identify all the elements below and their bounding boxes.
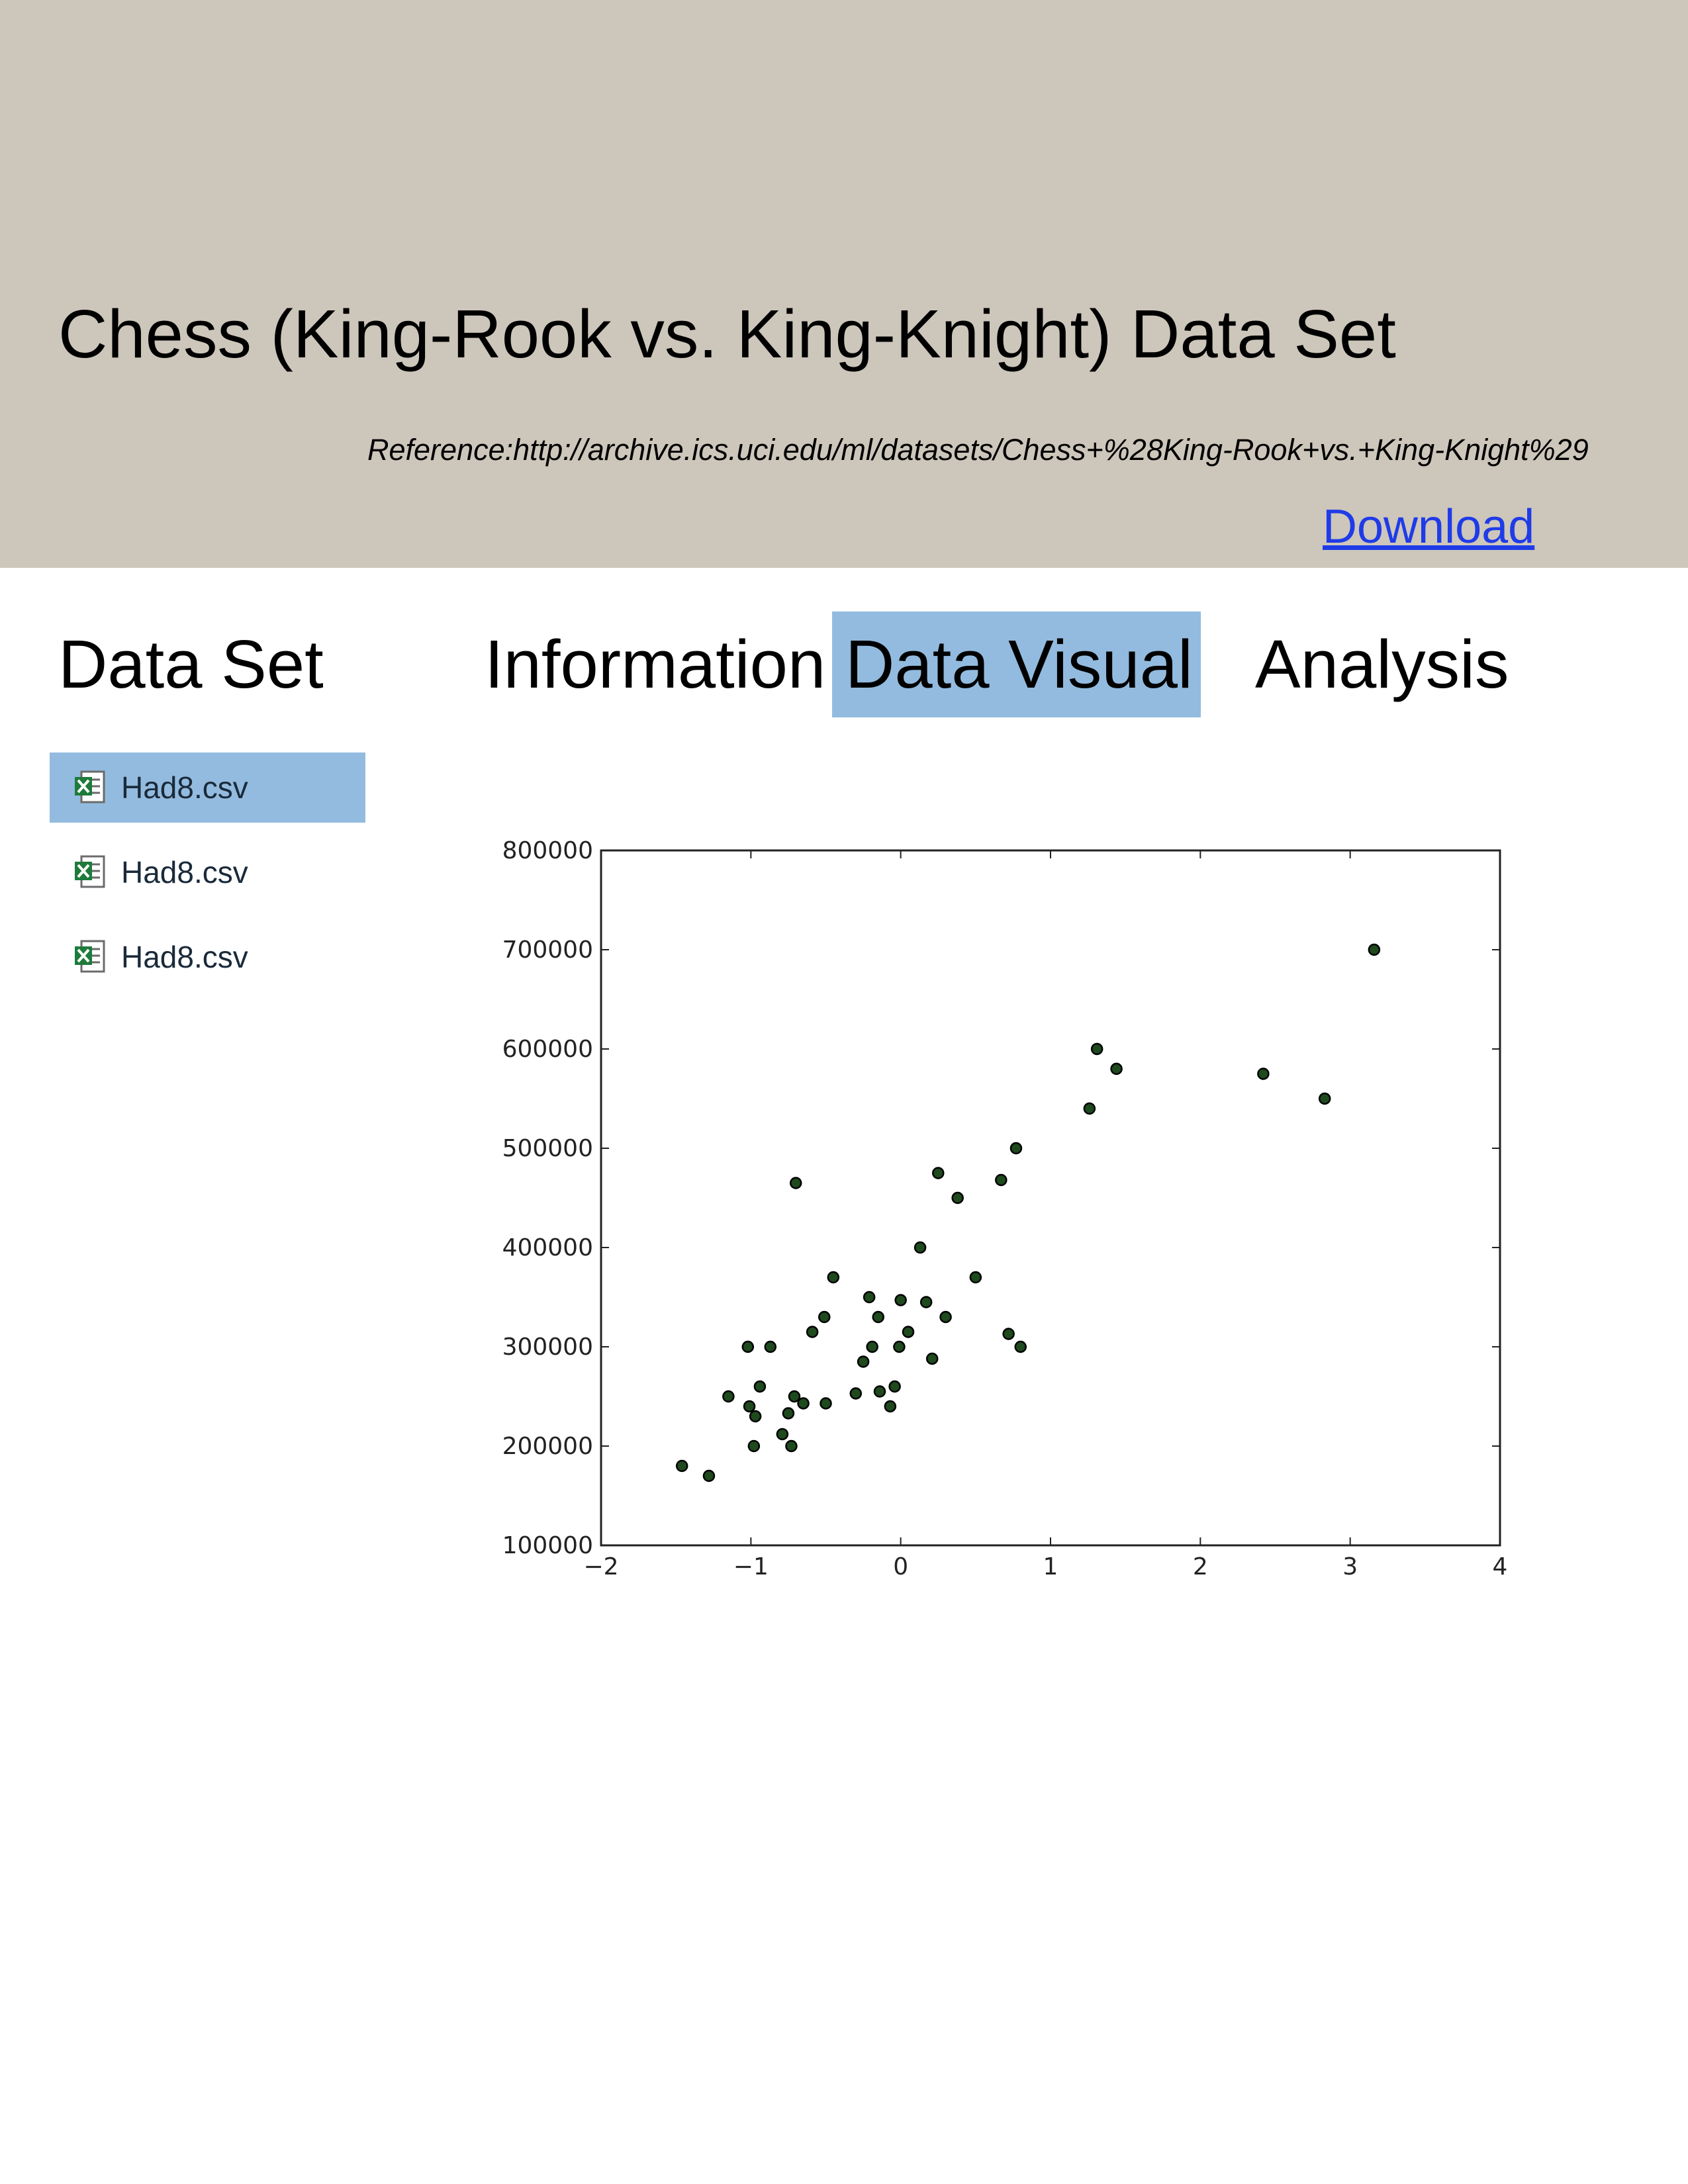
header-banner: Chess (King-Rook vs. King-Knight) Data S… [0, 0, 1688, 568]
x-tick-label: 4 [1493, 1553, 1508, 1580]
y-tick-label: 700000 [502, 936, 593, 964]
data-point [932, 1167, 945, 1179]
excel-file-icon [75, 940, 105, 973]
data-point [863, 1291, 876, 1304]
data-point [888, 1380, 901, 1393]
file-label: Had8.csv [121, 940, 248, 974]
data-point [749, 1410, 762, 1423]
data-point [1090, 1042, 1103, 1056]
data-point [741, 1340, 755, 1353]
data-point [866, 1340, 878, 1353]
y-tick-label: 200000 [502, 1433, 593, 1460]
y-tick-label: 300000 [502, 1334, 593, 1361]
x-tick-label: −2 [583, 1553, 618, 1580]
y-tick-label: 500000 [502, 1135, 593, 1162]
data-point [951, 1191, 964, 1205]
tab-data-set[interactable]: Data Set [58, 626, 324, 702]
data-point [893, 1340, 906, 1353]
data-point [1083, 1102, 1096, 1115]
reference-text: Reference:http://archive.ics.uci.edu/ml/… [367, 433, 1589, 467]
x-tick-label: −1 [733, 1553, 769, 1580]
data-point [1014, 1340, 1027, 1353]
file-item[interactable]: Had8.csv [50, 752, 365, 823]
y-tick-label: 800000 [502, 837, 593, 864]
plot-area [600, 849, 1501, 1547]
data-point [764, 1340, 777, 1353]
data-point [785, 1439, 798, 1453]
data-point [884, 1400, 897, 1413]
y-tick-label: 100000 [502, 1532, 593, 1559]
y-tick-label: 400000 [502, 1234, 593, 1261]
data-point [806, 1326, 819, 1338]
data-point [789, 1177, 802, 1189]
tab-information[interactable]: Information [485, 626, 826, 702]
data-point [820, 1397, 832, 1410]
data-point [1318, 1092, 1331, 1105]
x-tick-label: 2 [1193, 1553, 1208, 1580]
data-point [995, 1173, 1008, 1187]
data-point [1110, 1062, 1123, 1075]
data-point [776, 1428, 789, 1441]
file-label: Had8.csv [121, 770, 248, 805]
data-point [747, 1439, 761, 1453]
excel-file-icon [75, 855, 105, 888]
tab-analysis[interactable]: Analysis [1255, 626, 1509, 702]
x-tick-label: 1 [1043, 1553, 1058, 1580]
data-point [873, 1385, 886, 1398]
data-point [753, 1380, 767, 1393]
download-link[interactable]: Download [1323, 500, 1535, 553]
data-point [894, 1294, 907, 1306]
file-item[interactable]: Had8.csv [50, 922, 365, 992]
data-point [788, 1390, 801, 1403]
data-point [872, 1310, 884, 1324]
data-point [702, 1469, 716, 1482]
data-point [797, 1397, 810, 1410]
excel-file-icon [75, 770, 105, 803]
page-title: Chess (King-Rook vs. King-Knight) Data S… [58, 296, 1396, 372]
data-point [914, 1241, 927, 1254]
data-point [818, 1310, 831, 1324]
data-point [743, 1400, 756, 1413]
data-point [782, 1407, 795, 1420]
data-point [827, 1271, 840, 1284]
data-point [1002, 1328, 1015, 1340]
data-point [969, 1271, 982, 1284]
data-point [1257, 1068, 1270, 1080]
x-tick-label: 0 [893, 1553, 908, 1580]
data-point [902, 1326, 915, 1338]
data-point [939, 1310, 952, 1324]
file-label: Had8.csv [121, 855, 248, 889]
file-item[interactable]: Had8.csv [50, 837, 365, 907]
data-point [857, 1355, 870, 1368]
data-point [849, 1387, 863, 1400]
data-point [1009, 1142, 1023, 1155]
data-point [1368, 943, 1381, 956]
scatter-chart: −2 −1 0 1 2 3 4 100000 200000 300000 400000 500000 6… [502, 837, 1508, 1580]
x-tick-label: 3 [1342, 1553, 1358, 1580]
data-point [919, 1296, 933, 1308]
data-point [925, 1352, 939, 1365]
tab-data-visual[interactable]: Data Visual [832, 612, 1201, 717]
y-tick-label: 600000 [502, 1036, 593, 1063]
data-point [675, 1459, 688, 1473]
data-point [722, 1390, 735, 1403]
